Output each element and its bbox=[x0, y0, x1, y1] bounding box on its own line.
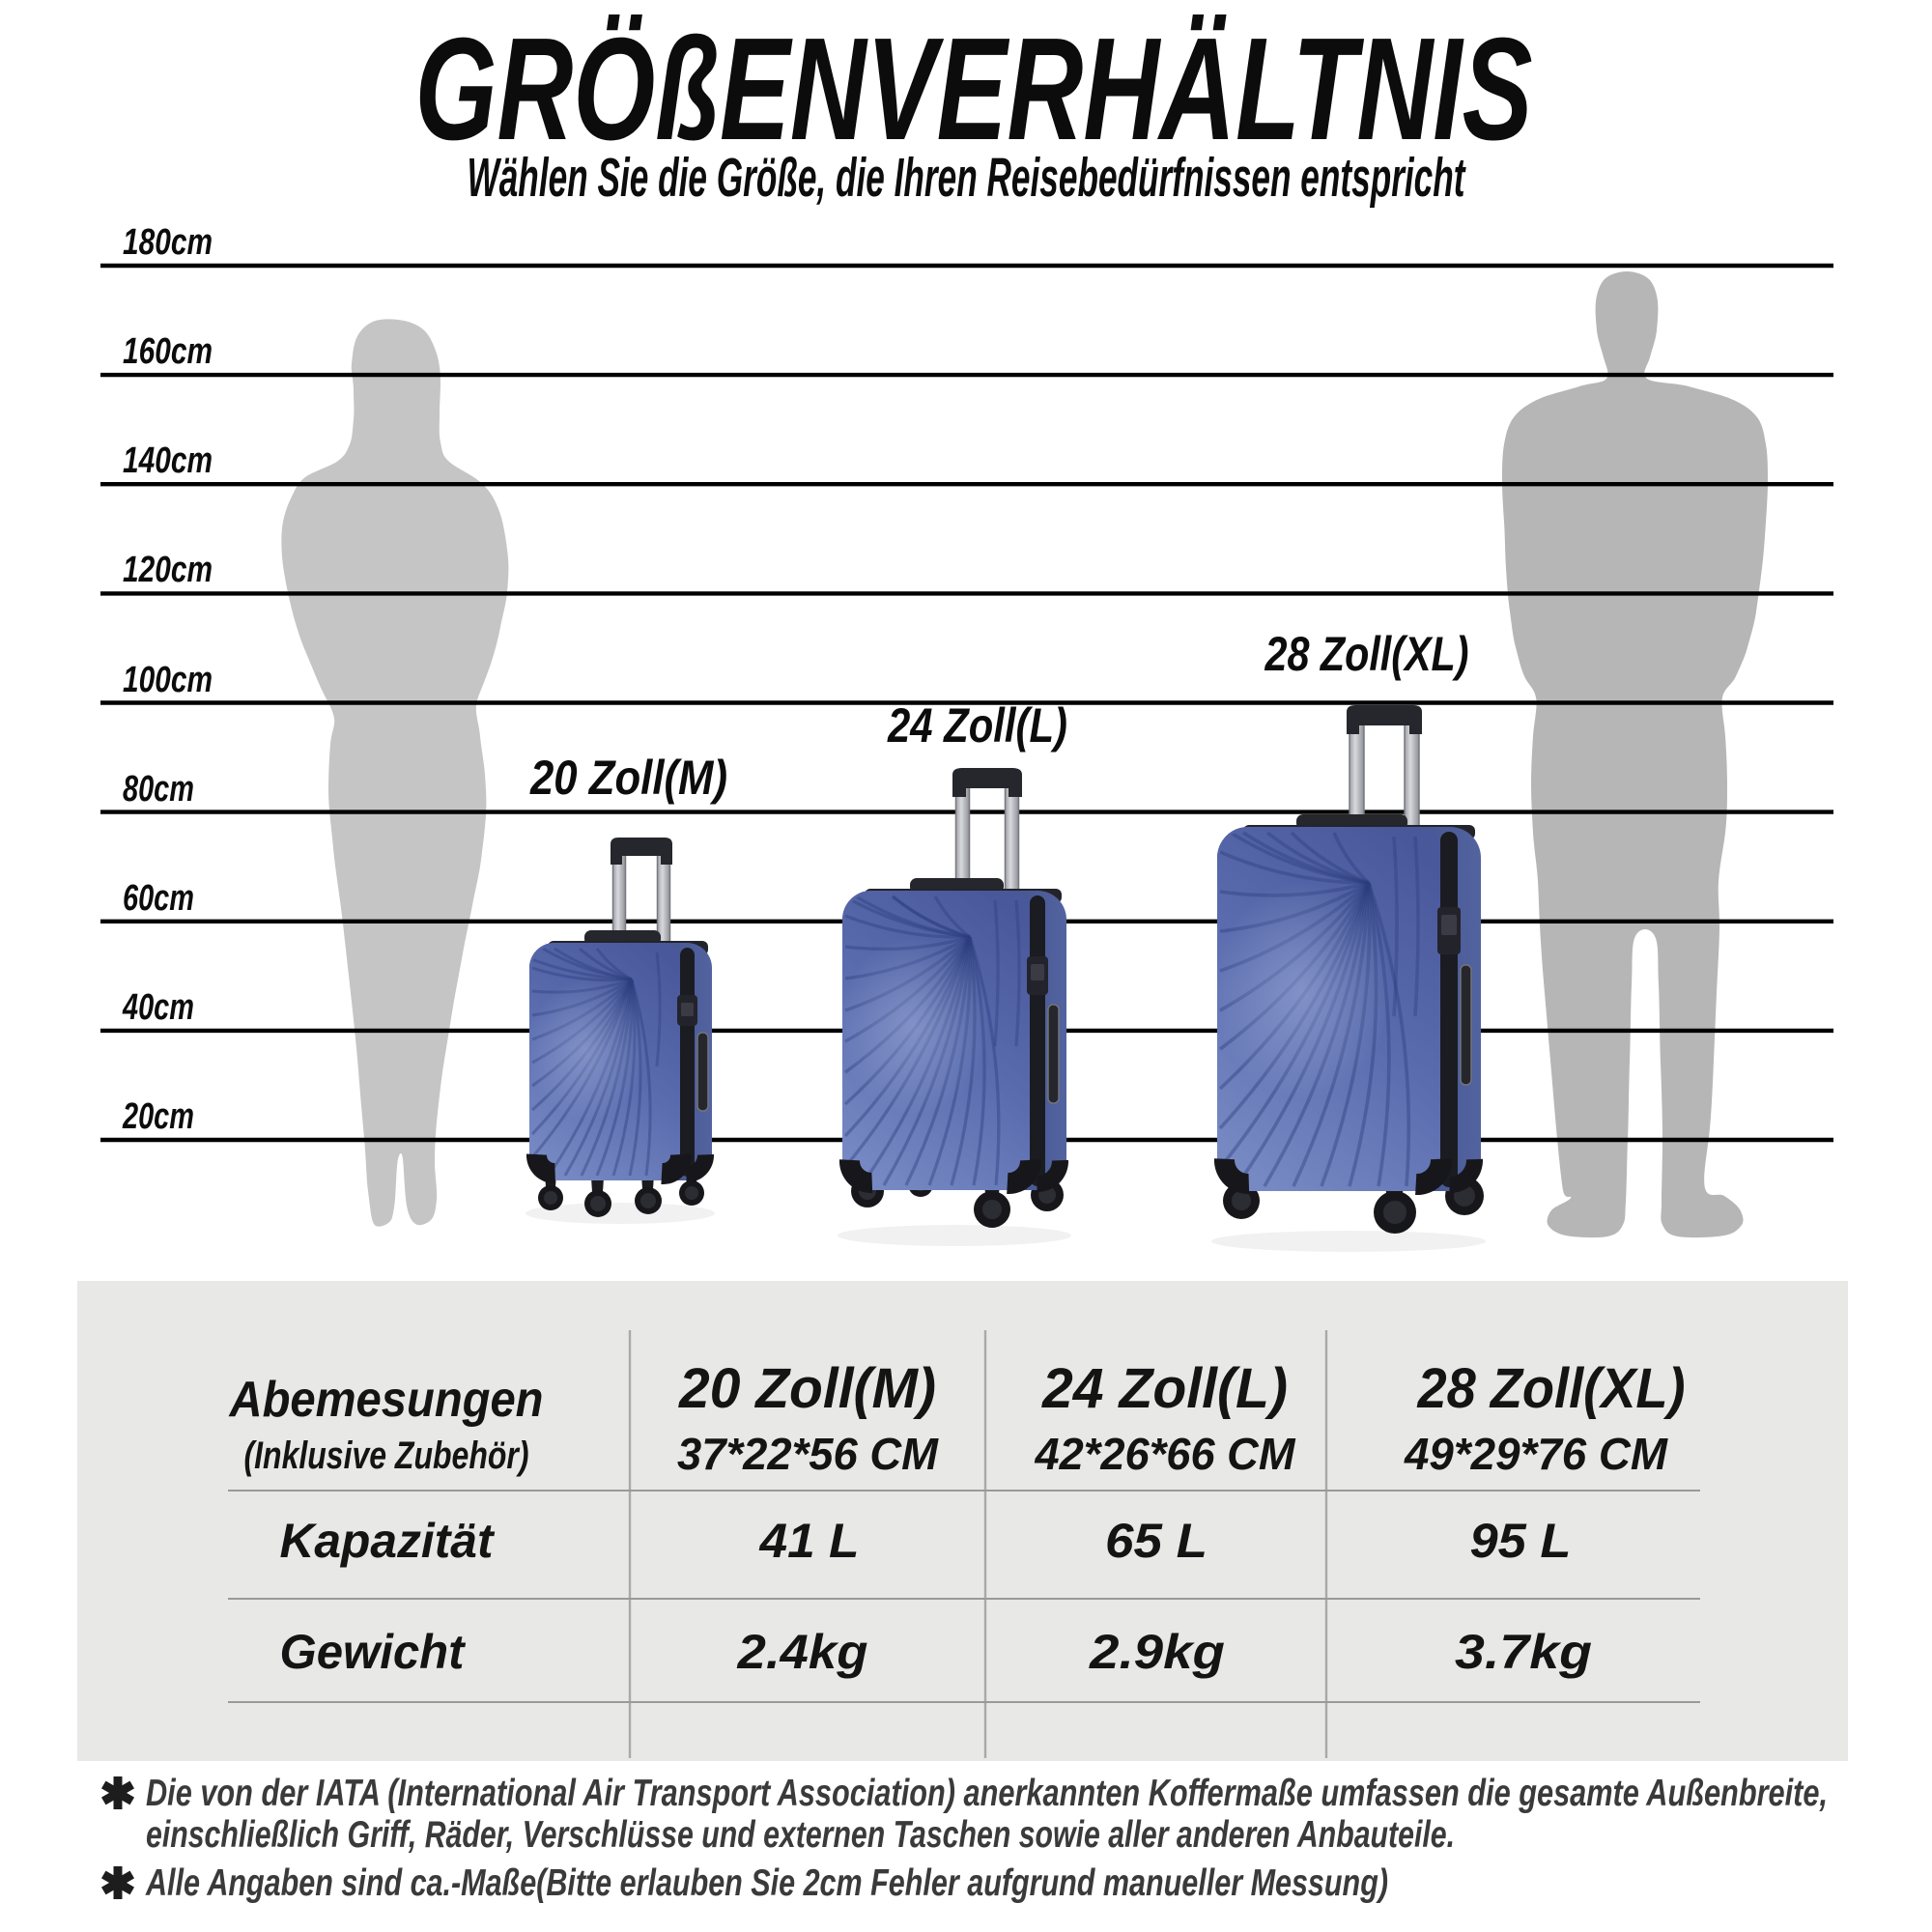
svg-text:28 Zoll(XL): 28 Zoll(XL) bbox=[1264, 627, 1469, 681]
svg-text:Alle Angaben sind ca.-Maße(Bit: Alle Angaben sind ca.-Maße(Bitte erlaube… bbox=[145, 1862, 1388, 1904]
svg-text:(Inklusive Zubehör): (Inklusive Zubehör) bbox=[244, 1435, 529, 1477]
svg-text:Abemesungen: Abemesungen bbox=[228, 1372, 544, 1428]
svg-text:180cm: 180cm bbox=[123, 222, 213, 263]
svg-text:37*22*56 CM: 37*22*56 CM bbox=[677, 1429, 940, 1479]
svg-text:40cm: 40cm bbox=[122, 987, 194, 1028]
svg-text:120cm: 120cm bbox=[123, 550, 213, 590]
svg-text:GRÖßENVERHÄLTNIS: GRÖßENVERHÄLTNIS bbox=[415, 7, 1533, 170]
svg-text:60cm: 60cm bbox=[123, 878, 194, 919]
svg-text:140cm: 140cm bbox=[123, 440, 213, 481]
svg-text:80cm: 80cm bbox=[123, 769, 194, 810]
svg-text:49*29*76 CM: 49*29*76 CM bbox=[1404, 1429, 1669, 1479]
svg-text:20 Zoll(M): 20 Zoll(M) bbox=[678, 1357, 936, 1420]
svg-text:20cm: 20cm bbox=[122, 1096, 194, 1137]
svg-text:42*26*66 CM: 42*26*66 CM bbox=[1035, 1429, 1297, 1479]
svg-text:Die von der IATA (Internationa: Die von der IATA (International Air Tran… bbox=[146, 1773, 1828, 1814]
svg-text:24 Zoll(L): 24 Zoll(L) bbox=[887, 698, 1067, 753]
svg-text:Gewicht: Gewicht bbox=[280, 1625, 467, 1679]
svg-text:Kapazität: Kapazität bbox=[280, 1514, 496, 1568]
svg-text:20 Zoll(M): 20 Zoll(M) bbox=[529, 751, 727, 805]
svg-text:160cm: 160cm bbox=[123, 331, 213, 372]
svg-text:28 Zoll(XL): 28 Zoll(XL) bbox=[1417, 1357, 1686, 1420]
svg-text:100cm: 100cm bbox=[123, 660, 213, 700]
svg-text:41 L: 41 L bbox=[758, 1514, 859, 1568]
svg-text:95 L: 95 L bbox=[1470, 1514, 1572, 1568]
svg-text:24 Zoll(L): 24 Zoll(L) bbox=[1041, 1357, 1288, 1420]
svg-text:Wählen Sie die Größe, die Ihre: Wählen Sie die Größe, die Ihren Reisebed… bbox=[468, 147, 1466, 209]
svg-text:65 L: 65 L bbox=[1105, 1514, 1208, 1568]
svg-text:2.9kg: 2.9kg bbox=[1089, 1625, 1225, 1679]
svg-text:2.4kg: 2.4kg bbox=[736, 1625, 867, 1679]
svg-text:3.7kg: 3.7kg bbox=[1455, 1625, 1592, 1679]
svg-text:einschließlich Griff, Räder, V: einschließlich Griff, Räder, Verschlüsse… bbox=[146, 1814, 1455, 1856]
